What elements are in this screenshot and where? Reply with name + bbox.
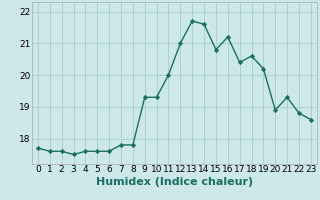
X-axis label: Humidex (Indice chaleur): Humidex (Indice chaleur) [96,177,253,187]
